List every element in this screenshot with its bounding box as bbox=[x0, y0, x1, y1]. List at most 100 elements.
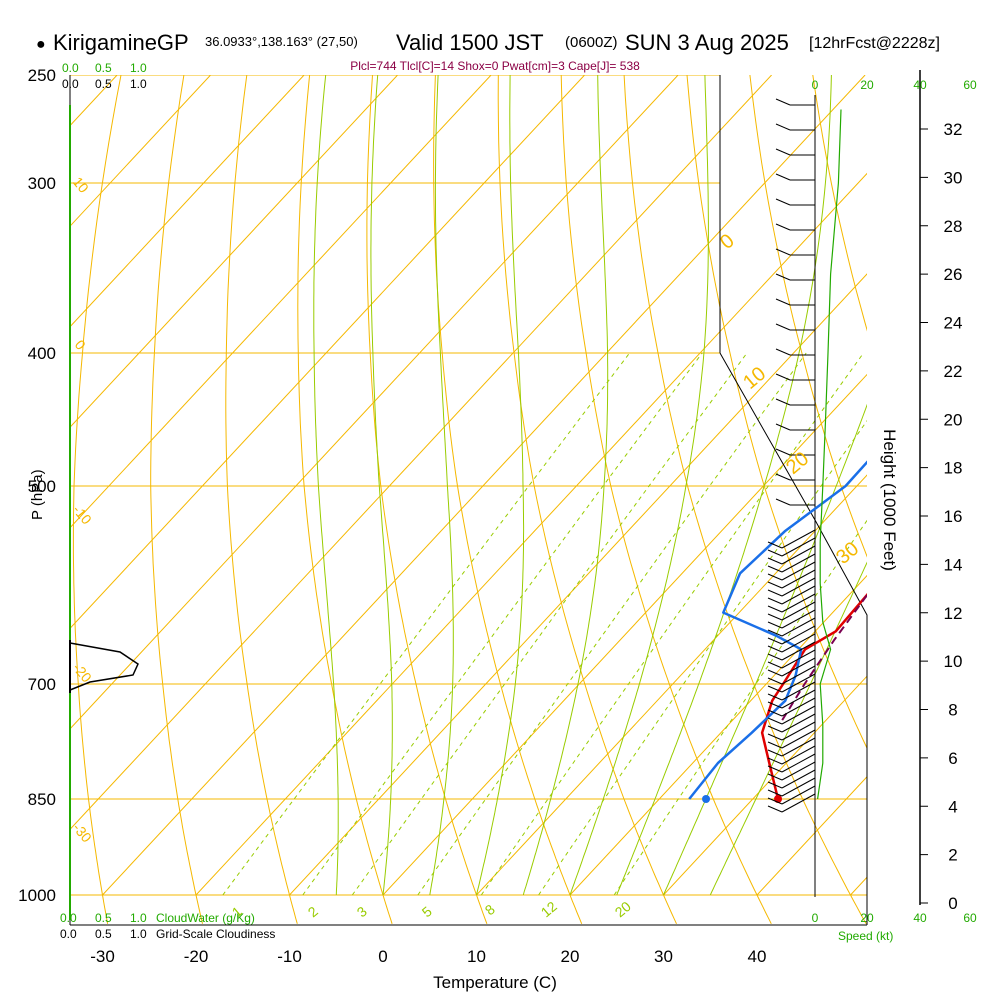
wind-barb-flag bbox=[776, 199, 790, 205]
wind-barb-flag bbox=[768, 590, 782, 596]
dry-adiabat-label: 10 bbox=[739, 363, 770, 394]
cw-bot-tick-1: 0.5 bbox=[95, 911, 112, 925]
mixing-ratio-label: 2 bbox=[305, 903, 321, 920]
wind-barb bbox=[782, 698, 815, 716]
speed-bot-tick-1: 20 bbox=[860, 911, 874, 925]
isotherm-line bbox=[757, 75, 1000, 895]
mixing-ratio-label: 5 bbox=[419, 903, 435, 920]
height-tick-label: 8 bbox=[948, 701, 957, 720]
wind-barb-flag bbox=[768, 558, 782, 564]
bottom-cloudwater-scale: 0.0 0.5 1.0 CloudWater (g/Kg) 0.0 0.5 1.… bbox=[60, 911, 275, 941]
dry-adiabat bbox=[434, 51, 582, 924]
isotherm-line bbox=[383, 75, 1000, 895]
wind-barb-flag bbox=[776, 124, 790, 130]
y-axis-label: P (hPa) bbox=[29, 469, 46, 520]
site-name: KirigamineGP bbox=[53, 30, 189, 55]
wind-barb-flag bbox=[776, 99, 790, 105]
isotherm-line bbox=[9, 75, 772, 895]
dry-adiabat bbox=[298, 51, 392, 924]
cw-top-tick-1: 0.5 bbox=[95, 61, 112, 75]
wind-barb bbox=[782, 746, 815, 764]
cw-top-tick-0: 0.0 bbox=[62, 61, 79, 75]
temperature-tick-label: -10 bbox=[277, 947, 302, 966]
bottom-speed-scale: 0 20 40 60 Speed (kt) bbox=[812, 911, 977, 943]
surface-dewpoint-dot bbox=[702, 795, 710, 803]
top-cloudwater-scale: 0.0 0.5 1.0 0.0 0.5 1.0 bbox=[62, 61, 147, 91]
dewpoint-line bbox=[689, 110, 1000, 800]
mixing-ratio-line bbox=[614, 353, 983, 895]
speed-top-tick-0: 0 bbox=[812, 78, 819, 92]
height-tick-label: 4 bbox=[948, 797, 957, 816]
temperature-tick-label: -30 bbox=[90, 947, 115, 966]
sounding-params: Plcl=744 Tlcl[C]=14 Shox=0 Pwat[cm]=3 Ca… bbox=[350, 59, 640, 73]
isotherm-label: 0 bbox=[72, 337, 89, 353]
mixing-ratio-label: 20 bbox=[612, 898, 634, 920]
height-tick-label: 28 bbox=[944, 217, 963, 236]
site-coords: 36.0933°,138.163° (27,50) bbox=[205, 34, 358, 49]
wind-barb-flag bbox=[768, 806, 782, 812]
dry-adiabat bbox=[996, 51, 1000, 924]
height-tick-label: 20 bbox=[944, 410, 963, 429]
wind-barb bbox=[782, 626, 815, 644]
x-axis-label: Temperature (C) bbox=[433, 973, 557, 992]
cl-bot-tick-0: 0.0 bbox=[60, 927, 77, 941]
mixing-ratio-line bbox=[303, 353, 702, 895]
isotherm-line bbox=[477, 75, 1000, 895]
cw-bot-tick-0: 0.0 bbox=[60, 911, 77, 925]
wind-barb-flag bbox=[768, 598, 782, 604]
height-tick-label: 24 bbox=[944, 314, 963, 333]
wind-barb bbox=[782, 586, 815, 604]
height-tick-label: 2 bbox=[948, 846, 957, 865]
height-tick-label: 32 bbox=[944, 120, 963, 139]
cloudwater-label: CloudWater (g/Kg) bbox=[156, 911, 255, 925]
cw-bot-tick-2: 1.0 bbox=[130, 911, 147, 925]
wind-barb-flag bbox=[768, 614, 782, 620]
moist-adiabat bbox=[314, 51, 338, 895]
temperature-tick-label: -20 bbox=[184, 947, 209, 966]
cl-top-tick-2: 1.0 bbox=[130, 77, 147, 91]
wind-barb-flag bbox=[776, 224, 790, 230]
dry-adiabat bbox=[498, 51, 676, 924]
wind-barb bbox=[782, 594, 815, 612]
isotherm-line bbox=[664, 75, 1000, 895]
moist-adiabat bbox=[371, 51, 392, 895]
wind-barb bbox=[782, 778, 815, 796]
wind-barb bbox=[782, 530, 815, 548]
isotherm-line bbox=[196, 75, 959, 895]
height-tick-label: 22 bbox=[944, 362, 963, 381]
pressure-tick-label: 700 bbox=[28, 675, 56, 694]
temperature-tick-label: 0 bbox=[378, 947, 387, 966]
height-tick-label: 10 bbox=[944, 652, 963, 671]
wind-barb-flag bbox=[768, 742, 782, 748]
height-tick-label: 26 bbox=[944, 265, 963, 284]
pressure-tick-label: 400 bbox=[28, 344, 56, 363]
height-tick-label: 18 bbox=[944, 459, 963, 478]
wind-barb-flag bbox=[768, 582, 782, 588]
height-tick-label: 12 bbox=[944, 604, 963, 623]
pressure-tick-label: 1000 bbox=[18, 886, 56, 905]
height-tick-label: 16 bbox=[944, 507, 963, 526]
height-axis-label: Height (1000 Feet) bbox=[880, 429, 899, 571]
temperature-tick-label: 40 bbox=[748, 947, 767, 966]
wind-barb bbox=[782, 562, 815, 580]
cl-bot-tick-1: 0.5 bbox=[95, 927, 112, 941]
wind-barb bbox=[782, 794, 815, 812]
isotherm-label: 10 bbox=[70, 174, 92, 196]
height-tick-label: 6 bbox=[948, 749, 957, 768]
isotherm-line bbox=[103, 75, 866, 895]
forecast-date: SUN 3 Aug 2025 bbox=[625, 30, 789, 55]
zulu-time: (0600Z) bbox=[565, 34, 618, 51]
speed-bot-tick-3: 60 bbox=[963, 911, 977, 925]
mixing-ratio-line bbox=[539, 353, 915, 895]
speed-bot-tick-0: 0 bbox=[812, 911, 819, 925]
wind-barb-flag bbox=[768, 726, 782, 732]
top-speed-scale: 0 20 40 60 bbox=[812, 78, 977, 92]
wind-barb-flag bbox=[776, 449, 790, 455]
pressure-tick-label: 250 bbox=[28, 66, 56, 85]
speed-top-tick-1: 20 bbox=[860, 78, 874, 92]
dry-adiabat-label: 30 bbox=[832, 538, 863, 569]
wind-barb bbox=[782, 682, 815, 700]
